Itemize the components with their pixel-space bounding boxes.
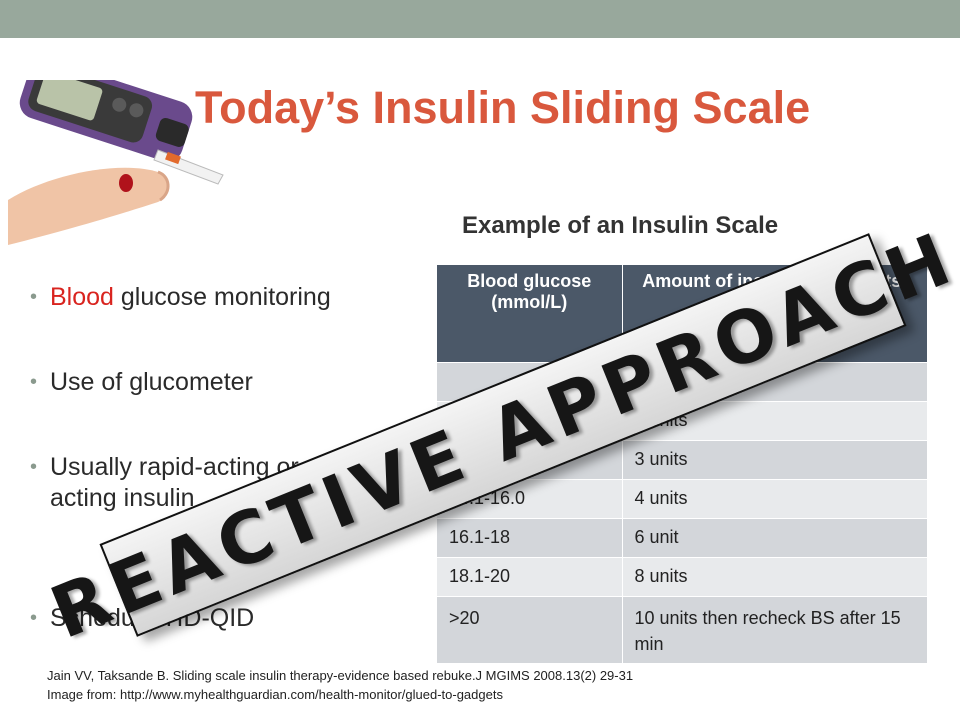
image-credit-text: Image from: http://www.myhealthguardian.… [47, 687, 503, 702]
bullet-text: Blood glucose monitoring [30, 282, 430, 313]
glucose-cell: >20 [437, 595, 623, 663]
top-decorative-bar [0, 0, 960, 38]
table-row: 16.1-18 6 unit [437, 517, 928, 557]
bullet-dot-icon: • [30, 607, 38, 629]
glucose-cell: 16.1-18 [437, 517, 623, 557]
insulin-cell: 3 units [622, 439, 928, 479]
table-row: 18.1-20 8 units [437, 556, 928, 596]
table-caption: Example of an Insulin Scale [462, 212, 779, 239]
bullet-dot-icon: • [30, 371, 38, 393]
references: Jain VV, Taksande B. Sliding scale insul… [47, 666, 633, 704]
insulin-cell: 4 units [622, 478, 928, 518]
insulin-cell: 10 units then recheck BS after 15 min [622, 595, 928, 663]
table-row: >20 10 units then recheck BS after 15 mi… [437, 595, 928, 663]
slide-title: Today’s Insulin Sliding Scale [195, 82, 811, 133]
glucose-cell: 18.1-20 [437, 556, 623, 596]
insulin-cell: 6 unit [622, 517, 928, 557]
bullet-dot-icon: • [30, 286, 38, 308]
citation-text: Jain VV, Taksande B. Sliding scale insul… [47, 668, 634, 683]
bullet-text-rest: glucose monitoring [113, 283, 331, 311]
bullet-item: • Use of glucometer [30, 367, 430, 398]
insulin-cell: 8 units [622, 556, 928, 596]
bullet-dot-icon: • [30, 456, 38, 478]
highlight-word: Blood [50, 283, 114, 311]
bullet-text: Use of glucometer [50, 368, 253, 396]
glucometer-photo [8, 80, 228, 245]
bullet-item: • Blood glucose monitoring [30, 282, 430, 313]
